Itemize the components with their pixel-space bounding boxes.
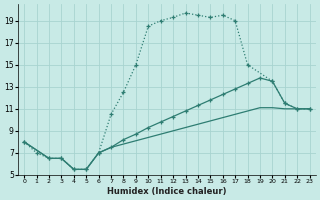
X-axis label: Humidex (Indice chaleur): Humidex (Indice chaleur) bbox=[107, 187, 227, 196]
